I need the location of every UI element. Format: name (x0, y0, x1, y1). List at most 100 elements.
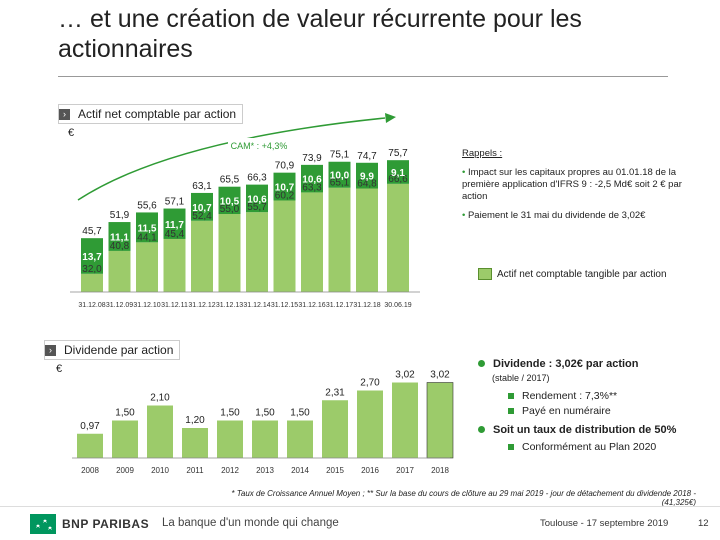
brand-name: BNP PARIBAS (62, 517, 150, 531)
bullet-dot-icon (478, 426, 485, 433)
label-intangible-4: 10,7 (192, 203, 212, 214)
rappels-title: Rappels : (462, 148, 503, 159)
xtick-7: 31.12.15 (271, 302, 298, 309)
square-bullet-icon (508, 444, 514, 450)
label-tangible-8: 63,3 (302, 182, 322, 193)
sub-bullet-plan-text: Conformément au Plan 2020 (522, 441, 657, 453)
bar-tangible-6 (246, 212, 268, 292)
dividend-xtick-6: 2014 (291, 466, 309, 475)
sub-bullet-plan: Conformément au Plan 2020 (508, 440, 656, 454)
label-tangible-7: 60,2 (275, 190, 295, 201)
dividend-bar-7 (322, 400, 348, 458)
footer-divider (0, 506, 720, 507)
label-tangible-0: 32,0 (82, 264, 102, 275)
dividend-label-3: 1,20 (185, 415, 205, 426)
label-total-8: 73,9 (302, 153, 322, 164)
xtick-10: 31.12.18 (353, 302, 380, 309)
dividend-xtick-3: 2011 (186, 466, 204, 475)
label-intangible-7: 10,7 (275, 183, 295, 194)
xtick-11: 30.06.19 (384, 302, 411, 309)
label-total-5: 65,5 (220, 175, 240, 186)
bar-tangible-7 (273, 200, 296, 292)
dividend-label-10: 3,02 (430, 370, 450, 381)
page-title: … et une création de valeur récurrente p… (58, 5, 582, 63)
label-tangible-10: 64,8 (357, 179, 377, 190)
label-total-1: 51,9 (110, 210, 130, 221)
dividend-label-0: 0,97 (80, 421, 100, 432)
event-label: Toulouse - 17 septembre 2019 (540, 518, 669, 529)
nav-section-label: › Actif net comptable par action (58, 104, 244, 124)
footer: BNP PARIBAS La banque d'un monde qui cha… (0, 506, 720, 540)
label-tangible-2: 44,1 (137, 232, 157, 243)
dividend-bar-9 (392, 382, 418, 458)
dividend-bar-1 (112, 420, 138, 458)
page-number: 12 (698, 518, 709, 529)
cagr-label: CAM* : +4,3% (231, 141, 288, 151)
xtick-5: 31.12.13 (216, 302, 243, 309)
brand-tagline: La banque d'un monde qui change (162, 517, 339, 529)
bar-tangible-3 (163, 238, 186, 292)
dividend-bar-5 (252, 420, 278, 458)
label-intangible-3: 11,7 (165, 220, 184, 231)
dividend-label-7: 2,31 (325, 387, 345, 398)
label-total-3: 57,1 (165, 197, 185, 208)
bullet-dividend-sub: (stable / 2017) (492, 373, 550, 383)
bar-intangible-8 (301, 164, 323, 193)
label-total-6: 66,3 (247, 173, 267, 184)
label-intangible-2: 11,5 (138, 223, 157, 234)
dividend-bar-8 (357, 390, 383, 458)
label-intangible-6: 10,6 (247, 194, 267, 205)
dividend-xtick-8: 2016 (361, 466, 379, 475)
chevron-right-icon: › (59, 108, 70, 120)
dividend-xtick-5: 2013 (256, 466, 274, 475)
label-intangible-8: 10,6 (302, 175, 322, 186)
bar-tangible-8 (301, 192, 323, 292)
chevron-right-icon: › (45, 344, 56, 356)
xtick-8: 31.12.16 (298, 302, 325, 309)
dividend-xtick-2: 2010 (151, 466, 169, 475)
dividend-bar-0 (77, 433, 103, 458)
label-tangible-9: 65,1 (330, 178, 350, 189)
dividend-xtick-0: 2008 (81, 466, 99, 475)
rappel-item-2: • Paiement le 31 mai du dividende de 3,0… (462, 210, 646, 221)
bullet-dividend-text: Dividende : 3,02€ par action (493, 358, 639, 370)
label-intangible-11: 9,1 (391, 168, 405, 179)
nav-section-label-dividend: › Dividende par action (44, 340, 181, 360)
xtick-1: 31.12.09 (106, 302, 133, 309)
bar-intangible-7 (273, 172, 296, 201)
rappel-item-1: • Impact sur les capitaux propres au 01.… (462, 167, 682, 202)
dividend-label-1: 1,50 (115, 408, 135, 419)
chart-legend: Actif net comptable tangible par action (478, 268, 667, 280)
square-bullet-icon (508, 393, 514, 399)
bar-intangible-4 (191, 192, 213, 221)
bullet-dividend: Dividende : 3,02€ par action (478, 357, 639, 371)
cagr-arrowhead-icon (385, 113, 396, 123)
square-bullet-icon (508, 408, 514, 414)
footnote: * Taux de Croissance Annuel Moyen ; ** S… (231, 489, 696, 507)
bar-intangible-11 (387, 160, 409, 184)
label-total-2: 55,6 (137, 200, 157, 211)
dividend-label-2: 2,10 (150, 393, 170, 404)
label-total-11: 75,7 (388, 148, 408, 159)
dividend-bar-6 (287, 420, 313, 458)
dividend-xtick-7: 2015 (326, 466, 344, 475)
label-total-9: 75,1 (330, 150, 350, 161)
dividend-bar-3 (182, 428, 208, 458)
label-tangible-11: 66,6 (388, 174, 408, 185)
label-intangible-10: 9,9 (360, 172, 374, 183)
bar-tangible-5 (218, 214, 241, 292)
bar-tangible-1 (108, 250, 131, 292)
label-intangible-5: 10,5 (220, 196, 240, 207)
rappel-text-2: Paiement le 31 mai du dividende de 3,02€ (467, 210, 646, 221)
bar-intangible-9 (328, 161, 351, 188)
bar-intangible-1 (108, 222, 131, 251)
bullet-distribution: Soit un taux de distribution de 50% (478, 423, 676, 437)
unit-label-bottom: € (56, 363, 63, 375)
dividend-xtick-10: 2018 (431, 466, 449, 475)
bullet-dot-icon (478, 360, 485, 367)
sub-bullet-rendement-text: Rendement : 7,3%** (522, 390, 618, 402)
legend-label: Actif net comptable tangible par action (497, 268, 667, 280)
bar-tangible-10 (356, 188, 378, 292)
sub-bullet-numeraire-text: Payé en numéraire (522, 405, 611, 417)
